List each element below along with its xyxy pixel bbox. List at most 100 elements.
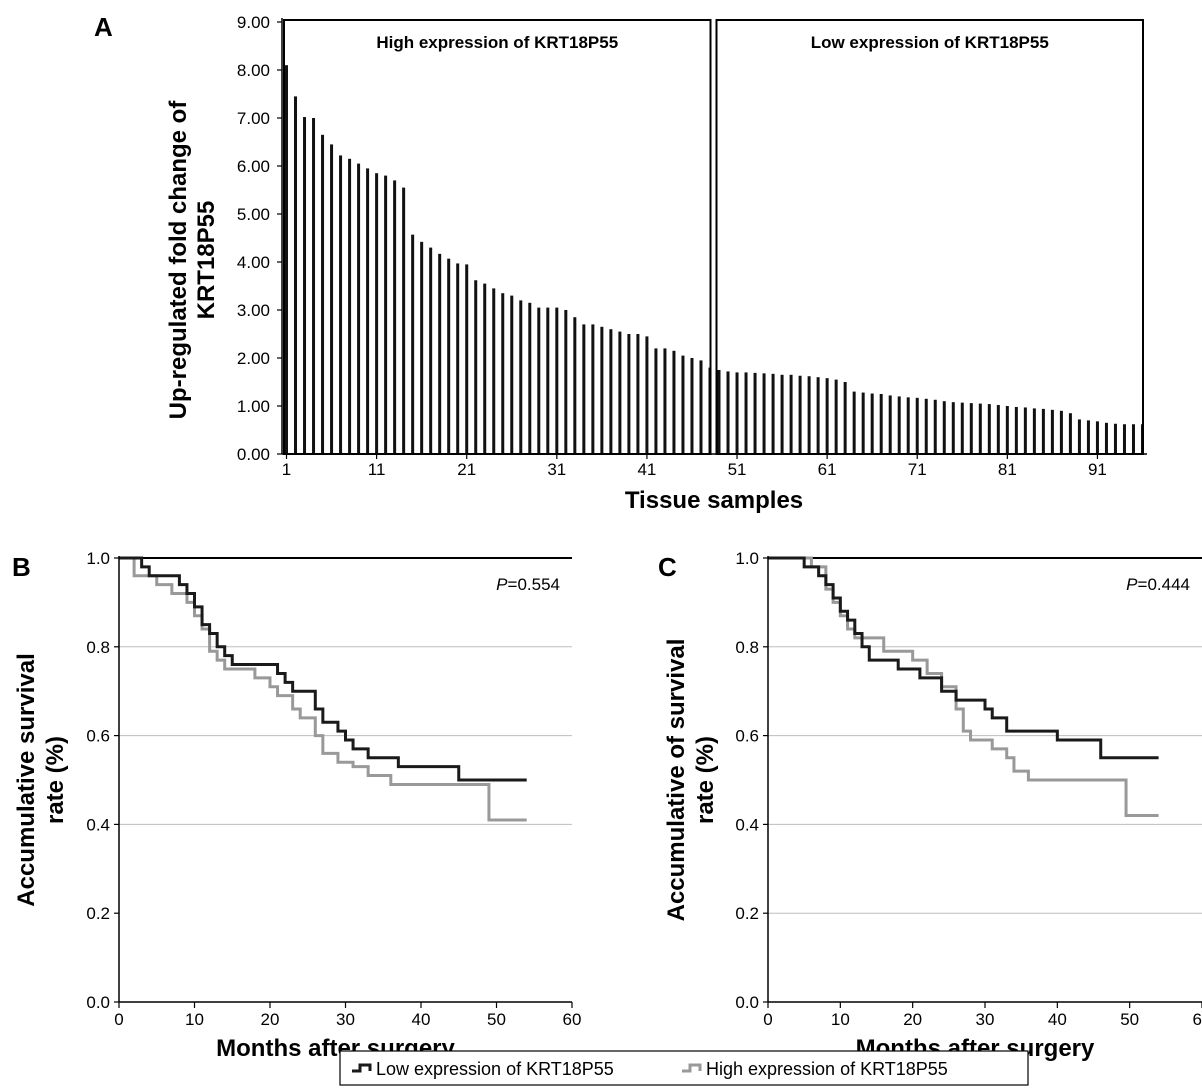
survival-curve-high — [119, 556, 527, 822]
bar — [393, 180, 397, 454]
bar — [1050, 409, 1054, 454]
bar — [735, 372, 739, 454]
panel-label: B — [12, 552, 31, 582]
bar — [348, 158, 352, 455]
bar — [420, 241, 424, 454]
x-tick-label: 1 — [282, 460, 291, 479]
bar — [897, 396, 901, 454]
bar — [1032, 408, 1036, 454]
y-tick-label: 1.0 — [86, 549, 110, 568]
y-tick-label: 1.0 — [735, 549, 759, 568]
legend-label: High expression of KRT18P55 — [706, 1059, 948, 1079]
y-tick-label: 0.0 — [735, 993, 759, 1012]
bar — [1041, 408, 1045, 454]
bar — [798, 375, 802, 454]
y-tick-label: 8.00 — [237, 61, 270, 80]
y-tick-label: 0.00 — [237, 445, 270, 464]
x-tick-label: 20 — [261, 1010, 280, 1029]
bar — [312, 118, 316, 454]
bar — [681, 355, 685, 454]
survival-curve-high — [768, 556, 1159, 818]
x-tick-label: 41 — [637, 460, 656, 479]
x-tick-label: 31 — [547, 460, 566, 479]
bar — [627, 334, 631, 454]
bar — [924, 398, 928, 454]
x-tick-label: 30 — [336, 1010, 355, 1029]
bar — [474, 280, 478, 454]
bar — [699, 360, 703, 454]
bar — [573, 317, 577, 454]
x-axis-title: Tissue samples — [625, 487, 803, 514]
bar — [456, 263, 460, 454]
bar — [942, 401, 946, 454]
y-axis-title: KRT18P55 — [193, 201, 220, 320]
bar — [384, 175, 388, 454]
x-tick-label: 0 — [114, 1010, 123, 1029]
y-tick-label: 3.00 — [237, 301, 270, 320]
x-tick-label: 30 — [976, 1010, 995, 1029]
bar — [528, 302, 532, 454]
bar — [1131, 424, 1135, 454]
x-tick-label: 20 — [903, 1010, 922, 1029]
bar — [636, 334, 640, 454]
bar — [960, 402, 964, 454]
p-value: =0.444 — [1138, 575, 1190, 594]
bar — [618, 331, 622, 454]
bar — [1014, 406, 1018, 454]
y-tick-label: 1.00 — [237, 397, 270, 416]
y-tick-label: 0.2 — [86, 904, 110, 923]
x-tick-label: 51 — [728, 460, 747, 479]
bar — [762, 373, 766, 454]
y-tick-label: 6.00 — [237, 157, 270, 176]
y-tick-label: 4.00 — [237, 253, 270, 272]
bar — [555, 307, 559, 454]
bar — [726, 371, 730, 454]
bar — [1113, 423, 1117, 454]
bar — [366, 168, 370, 454]
bar — [438, 253, 442, 454]
p-symbol: P — [1126, 575, 1138, 594]
group-box — [715, 19, 1144, 455]
x-tick-label: 61 — [818, 460, 837, 479]
bar — [825, 378, 829, 454]
bar — [519, 300, 523, 454]
y-axis-title: rate (%) — [42, 736, 69, 824]
bar — [771, 373, 775, 454]
bar — [510, 295, 514, 454]
group-label: High expression of KRT18P55 — [376, 33, 618, 52]
y-tick-label: 0.8 — [86, 638, 110, 657]
p-value-label: P=0.444 — [1126, 575, 1190, 594]
bar — [978, 403, 982, 454]
bar — [672, 350, 676, 454]
bar — [402, 187, 406, 454]
survival-curve-low — [768, 556, 1159, 760]
y-tick-label: 0.4 — [86, 815, 110, 834]
x-tick-label: 21 — [457, 460, 476, 479]
x-tick-label: 71 — [908, 460, 927, 479]
bar — [1023, 407, 1027, 454]
bar — [690, 358, 694, 454]
y-tick-label: 2.00 — [237, 349, 270, 368]
bar — [285, 65, 289, 454]
bar — [321, 134, 325, 455]
x-tick-label: 40 — [412, 1010, 431, 1029]
x-tick-label: 40 — [1048, 1010, 1067, 1029]
bar — [1086, 420, 1090, 454]
y-axis-title: Accumulative survival — [13, 653, 40, 906]
bar — [411, 234, 415, 454]
bar — [600, 326, 604, 454]
bar — [1122, 424, 1126, 454]
bar — [906, 397, 910, 454]
y-tick-label: 0.6 — [86, 727, 110, 746]
y-axis-title: rate (%) — [692, 736, 719, 824]
y-tick-label: 0.4 — [735, 815, 759, 834]
x-tick-label: 91 — [1088, 460, 1107, 479]
bar — [951, 402, 955, 454]
x-tick-label: 0 — [763, 1010, 772, 1029]
bar — [969, 403, 973, 454]
x-tick-label: 60 — [563, 1010, 582, 1029]
bar — [888, 395, 892, 454]
bar — [357, 163, 361, 454]
bar — [1095, 421, 1099, 454]
panel-a-label: A — [94, 12, 113, 42]
